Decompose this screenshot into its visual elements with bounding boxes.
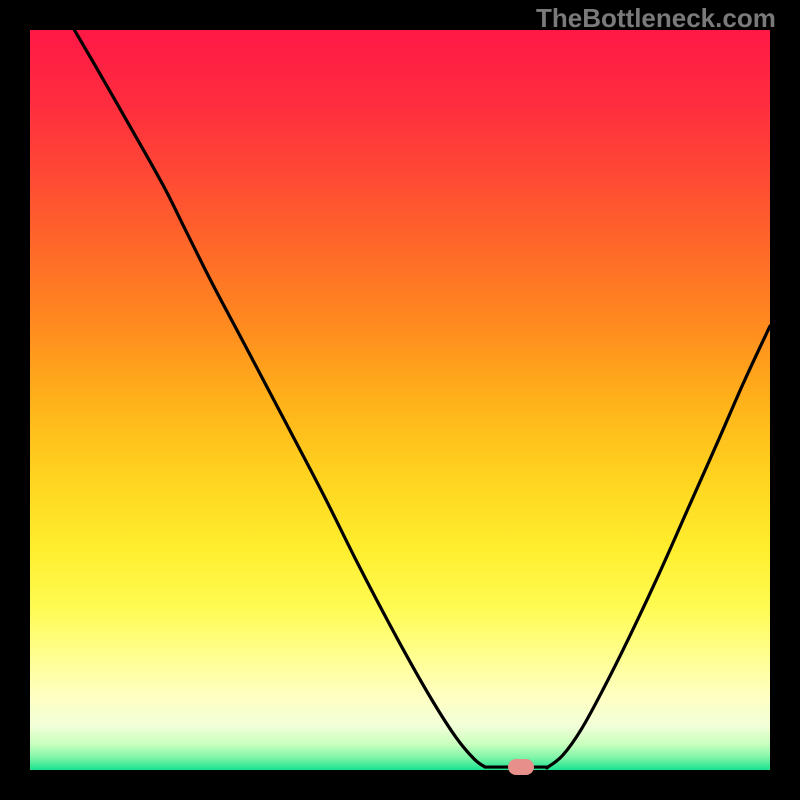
- plot-area: [30, 30, 770, 770]
- optimal-point-marker: [508, 759, 534, 775]
- watermark-label: TheBottleneck.com: [536, 3, 776, 34]
- bottleneck-curve: [30, 30, 770, 770]
- chart-frame: TheBottleneck.com: [0, 0, 800, 800]
